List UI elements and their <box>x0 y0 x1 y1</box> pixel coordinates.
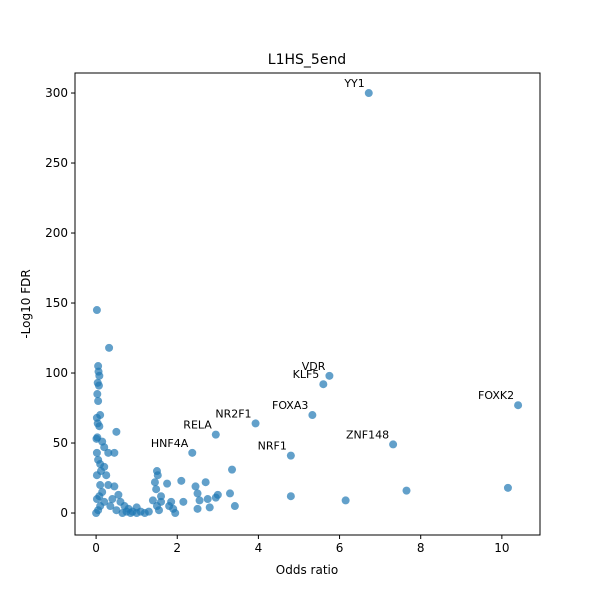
annotation: ZNF148 <box>346 428 389 441</box>
point <box>228 465 237 474</box>
x-tick-label: 0 <box>92 541 100 555</box>
y-axis-label: -Log10 FDR <box>19 269 33 338</box>
point <box>110 448 119 457</box>
x-tick-label: 6 <box>336 541 344 555</box>
y-tick-label: 300 <box>45 86 68 100</box>
y-tick-label: 150 <box>45 296 68 310</box>
annotation: KLF5 <box>293 368 320 381</box>
point <box>203 495 212 504</box>
point <box>140 509 149 518</box>
point <box>286 451 295 460</box>
point <box>230 502 239 511</box>
point <box>308 411 317 420</box>
point <box>92 306 101 315</box>
point <box>153 471 162 480</box>
point <box>171 509 180 518</box>
point <box>94 397 103 406</box>
point <box>177 476 186 485</box>
point <box>96 467 105 476</box>
x-tick-label: 4 <box>255 541 263 555</box>
point <box>514 401 523 410</box>
annotation: RELA <box>183 419 212 432</box>
point <box>95 371 104 380</box>
point <box>132 503 141 512</box>
point <box>104 448 113 457</box>
point <box>148 496 157 505</box>
x-tick-label: 8 <box>417 541 425 555</box>
point <box>114 490 123 499</box>
point <box>92 448 101 457</box>
point <box>110 482 119 491</box>
x-axis-label: Odds ratio <box>276 563 338 577</box>
point <box>364 89 373 98</box>
point <box>152 485 161 494</box>
point <box>112 427 121 436</box>
point <box>163 479 172 488</box>
point <box>94 381 103 390</box>
point <box>389 440 398 449</box>
point <box>104 481 113 490</box>
point <box>108 495 117 504</box>
point <box>93 390 102 399</box>
point <box>503 483 512 492</box>
point <box>96 481 105 490</box>
annotation: FOXK2 <box>478 389 514 402</box>
point <box>193 504 202 513</box>
y-tick-label: 0 <box>60 506 68 520</box>
point <box>325 371 334 380</box>
plot-frame <box>74 72 541 536</box>
annotation: YY1 <box>343 77 364 90</box>
point <box>105 343 114 352</box>
y-tick-label: 250 <box>45 156 68 170</box>
point <box>106 502 115 511</box>
point <box>100 443 109 452</box>
point <box>341 496 350 505</box>
annotation: VDR <box>302 360 326 373</box>
point <box>201 478 210 487</box>
point <box>213 490 222 499</box>
point <box>211 430 220 439</box>
point <box>195 496 204 505</box>
point <box>193 489 202 498</box>
point <box>157 492 166 501</box>
point <box>157 497 166 506</box>
point <box>319 380 328 389</box>
annotation: NRF1 <box>258 440 287 453</box>
annotation: NR2F1 <box>215 407 251 420</box>
point <box>226 489 234 498</box>
point <box>188 448 197 457</box>
y-tick-label: 100 <box>45 366 68 380</box>
x-tick-label: 10 <box>494 541 509 555</box>
point <box>251 419 260 428</box>
point <box>179 497 188 506</box>
annotation: FOXA3 <box>272 399 308 412</box>
point <box>154 506 163 515</box>
x-tick-label: 2 <box>173 541 181 555</box>
annotation: HNF4A <box>151 437 189 450</box>
point <box>95 422 104 431</box>
point <box>205 503 214 512</box>
chart-title: L1HS_5end <box>268 52 346 68</box>
point <box>191 482 200 491</box>
y-tick-label: 200 <box>45 226 68 240</box>
point <box>92 495 101 504</box>
point <box>112 506 121 515</box>
point <box>402 486 411 495</box>
point <box>150 478 159 487</box>
point <box>286 492 295 501</box>
point <box>92 509 101 518</box>
y-tick-label: 50 <box>53 436 68 450</box>
point <box>126 509 135 518</box>
